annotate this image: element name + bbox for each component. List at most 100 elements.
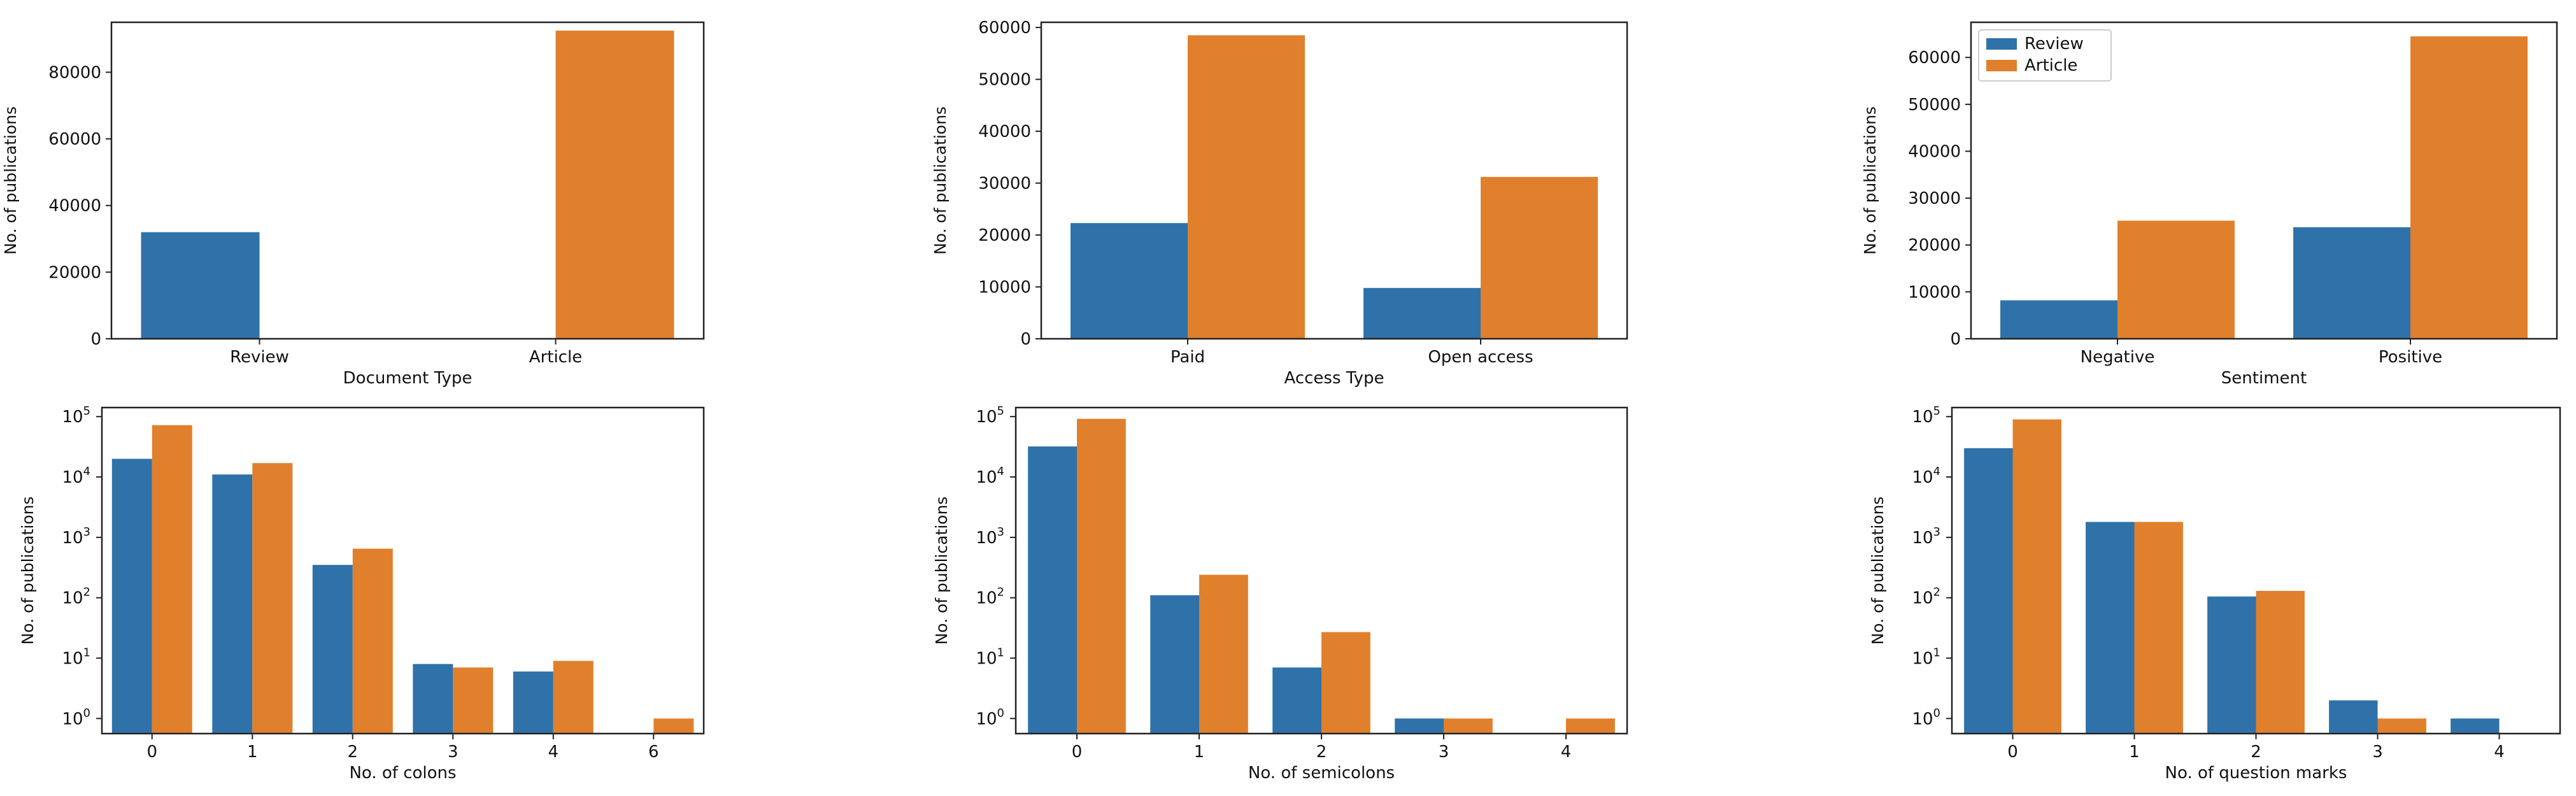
y-tick-label: 60000 [1908, 48, 1961, 68]
chart-panel-5: 100 101 102 103 104 105 0 1 2 3 4 No. of semicolons… [932, 404, 1628, 783]
bar-review-0 [1964, 448, 2013, 734]
bar-article-2 [1321, 632, 1370, 734]
axes-frame [101, 406, 705, 735]
bar-article-negative [2117, 220, 2235, 339]
bar-review-1 [1150, 595, 1199, 734]
y-tick-label: 50000 [978, 71, 1031, 90]
bar-article-3 [2377, 718, 2426, 734]
y-tick-label: 101 [1912, 646, 1940, 668]
y-tick-label: 101 [62, 646, 90, 668]
y-tick-label: 104 [1912, 465, 1940, 487]
chart-panel-2: 0 10000 20000 30000 40000 50000 60000 Paid Open … [931, 18, 1628, 388]
x-tick-label: 3 [448, 743, 459, 762]
bar-review-open-access [1363, 288, 1481, 339]
bar-review-2 [2207, 596, 2256, 734]
y-tick-label: 104 [62, 465, 90, 487]
x-tick-label: 6 [648, 743, 659, 762]
x-tick-label: 0 [146, 743, 157, 762]
chart-panel-1: 0 20000 40000 60000 80000 Review Article Docume… [1, 21, 705, 388]
x-tick-label: Paid [1171, 348, 1205, 367]
y-tick-label: 40000 [978, 122, 1031, 141]
bar-article-4 [1566, 718, 1615, 734]
bar-article-1 [1199, 574, 1248, 734]
axes-frame [1040, 21, 1628, 340]
y-tick-label: 103 [1912, 525, 1940, 548]
y-tick-label: 102 [976, 586, 1004, 608]
y-tick-label: 100 [976, 706, 1004, 728]
y-tick-label: 60000 [48, 130, 101, 149]
y-tick-label: 10000 [978, 278, 1031, 297]
y-tick-label: 103 [62, 525, 90, 548]
y-tick-label: 100 [62, 706, 90, 728]
bar-review-positive [2293, 227, 2410, 339]
bar-article-0 [2012, 419, 2061, 734]
bar-review-4 [2451, 718, 2500, 734]
bar-review-1 [2086, 522, 2135, 734]
bar-article-2 [2256, 590, 2305, 734]
x-tick-label: 3 [2372, 743, 2383, 762]
legend-label-review: Review [2025, 34, 2084, 53]
x-tick-label: 1 [2129, 743, 2140, 762]
y-axis-label: No. of publications [1868, 497, 1887, 645]
bar-article-1 [252, 463, 293, 734]
x-tick-label: 4 [2494, 743, 2505, 762]
chart-panel-3: 0 10000 20000 30000 40000 50000 60000 Negative P… [1861, 21, 2558, 388]
x-tick-label: 3 [1439, 743, 1449, 762]
bar-review-3 [413, 664, 453, 734]
y-tick-label: 10000 [1908, 283, 1961, 302]
x-axis-label: No. of semicolons [1248, 764, 1395, 783]
bar-review-paid [1071, 223, 1188, 339]
bar-review-0 [111, 458, 152, 734]
legend-swatch-review [1986, 38, 2017, 50]
bar-article-3 [453, 667, 494, 734]
x-tick-label: 4 [548, 743, 559, 762]
x-tick-label: 2 [2251, 743, 2261, 762]
y-tick-label: 104 [976, 465, 1004, 487]
y-tick-label: 30000 [978, 174, 1031, 194]
axes-frame [1970, 21, 2558, 340]
y-tick-label: 101 [976, 646, 1004, 668]
legend: Review Article [1978, 29, 2112, 82]
y-axis-label: No. of publications [18, 497, 37, 645]
y-tick-label: 105 [62, 404, 90, 427]
bar-review-review [141, 232, 260, 339]
y-tick-label: 102 [62, 586, 90, 608]
y-tick-label: 40000 [1908, 142, 1961, 161]
x-axis-label: No. of colons [349, 764, 456, 783]
bar-article-1 [2134, 522, 2183, 734]
y-tick-label: 20000 [1908, 236, 1961, 255]
bar-article-6 [653, 718, 694, 734]
bar-article-open-access [1481, 176, 1598, 339]
axes-frame [110, 21, 705, 340]
x-tick-label: 1 [247, 743, 258, 762]
bar-article-2 [352, 548, 393, 734]
y-tick-label: 80000 [48, 63, 101, 82]
x-tick-label: 2 [347, 743, 358, 762]
bar-article-3 [1444, 718, 1493, 734]
bar-article-4 [553, 660, 594, 734]
bar-review-3 [1395, 718, 1444, 734]
y-tick-label: 20000 [978, 226, 1031, 245]
x-tick-label: Positive [2379, 348, 2442, 367]
y-axis-label: No. of publications [1861, 106, 1879, 255]
legend-swatch-article [1986, 60, 2017, 71]
y-tick-label: 105 [1912, 404, 1940, 427]
x-tick-label: Negative [2081, 348, 2155, 367]
x-tick-label: Article [529, 348, 582, 367]
bar-article-positive [2410, 36, 2528, 339]
bar-article-article [555, 31, 674, 339]
x-tick-label: 0 [2007, 743, 2018, 762]
x-axis-label: Sentiment [2221, 369, 2307, 388]
y-tick-label: 100 [1912, 706, 1940, 728]
y-tick-label: 103 [976, 525, 1004, 548]
bar-review-0 [1028, 446, 1077, 734]
x-tick-label: 4 [1561, 743, 1572, 762]
x-tick-label: 1 [1194, 743, 1205, 762]
x-tick-label: Review [230, 348, 289, 367]
chart-panel-4: 100 101 102 103 104 105 0 1 2 3 4 6 No. of colons No.… [18, 404, 705, 783]
bar-review-1 [212, 474, 253, 734]
bar-review-3 [2329, 700, 2378, 734]
bar-review-negative [2000, 300, 2117, 339]
y-axis-label: No. of publications [1, 106, 20, 255]
